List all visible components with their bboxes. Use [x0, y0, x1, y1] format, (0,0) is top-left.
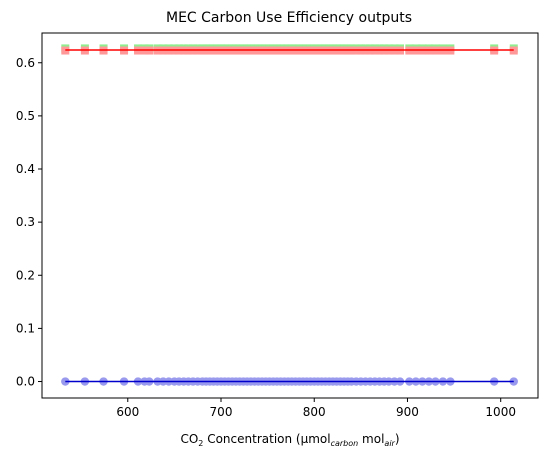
- chart-title: MEC Carbon Use Efficiency outputs: [166, 10, 412, 26]
- y-tick-label: 0.1: [16, 321, 35, 335]
- y-tick-label: 0.5: [16, 109, 35, 123]
- y-tick-label: 0.3: [16, 215, 35, 229]
- y-axis-ticks: 0.0 0.1 0.2 0.3 0.4 0.5 0.6: [16, 56, 42, 389]
- x-tick-label: 700: [210, 405, 233, 419]
- x-tick-label: 800: [303, 405, 326, 419]
- y-tick-label: 0.4: [16, 162, 35, 176]
- y-tick-label: 0.2: [16, 268, 35, 282]
- x-axis-ticks: 600 700 800 900 1000: [116, 398, 516, 419]
- y-tick-label: 0.6: [16, 56, 35, 70]
- data-marks: [61, 44, 518, 386]
- x-tick-label: 600: [116, 405, 139, 419]
- x-axis-label: CO2 Concentration (μmolcarbon molair): [180, 432, 399, 448]
- x-tick-label: 900: [396, 405, 419, 419]
- plot-frame: [41, 32, 539, 399]
- x-tick-label: 1000: [485, 405, 516, 419]
- y-tick-label: 0.0: [16, 375, 35, 389]
